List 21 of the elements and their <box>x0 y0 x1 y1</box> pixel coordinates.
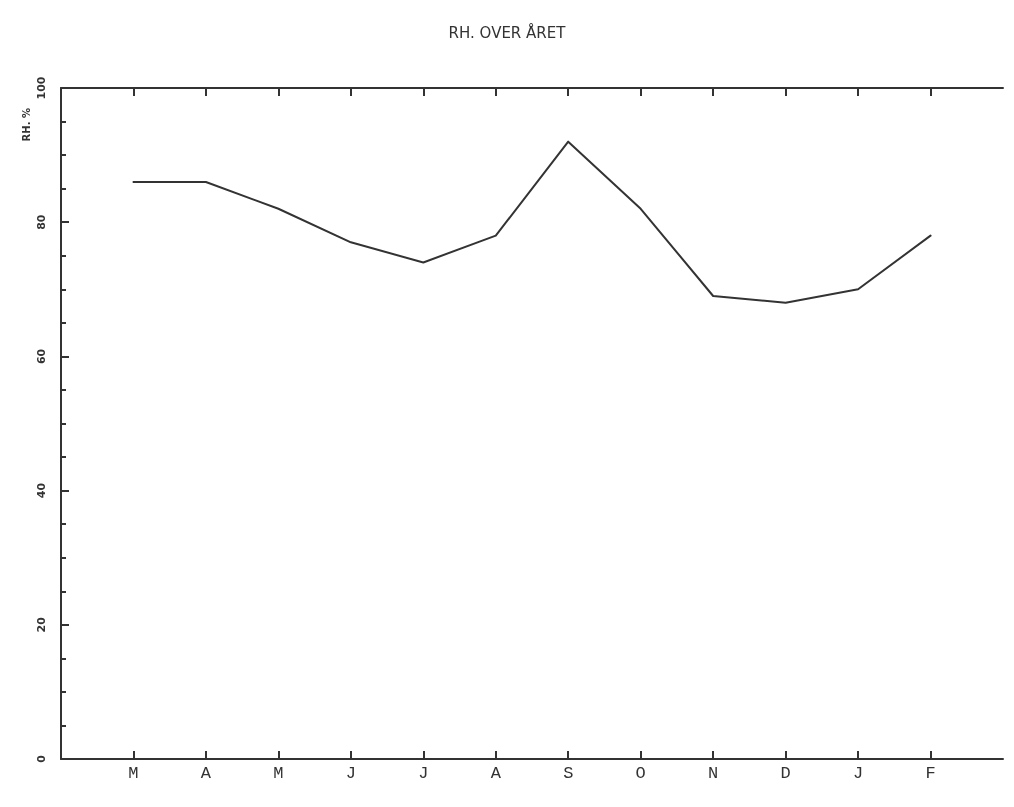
y-tick-label: 60 <box>35 348 48 365</box>
x-tick-label: J <box>345 764 356 783</box>
x-tick-label: S <box>563 764 574 783</box>
x-tick-label: M <box>128 764 139 783</box>
x-tick-label: F <box>925 764 936 783</box>
x-tick-label: A <box>490 764 502 783</box>
x-tick-label: D <box>780 764 791 783</box>
x-tick-label: O <box>635 764 646 783</box>
x-tick-label: J <box>418 764 429 783</box>
x-tick-label: M <box>273 764 284 783</box>
y-tick-label: 80 <box>35 214 48 230</box>
line-series <box>132 140 932 304</box>
y-tick-label: 0 <box>35 754 48 763</box>
y-tick-label: 40 <box>35 482 48 499</box>
y-tick-label: 100 <box>35 76 48 100</box>
y-tick-label: 20 <box>35 616 48 633</box>
x-tick-label: A <box>200 764 212 783</box>
y-axis-title: RH. % <box>20 108 32 142</box>
x-tick-label: N <box>708 764 719 783</box>
x-tick-label: J <box>852 764 864 783</box>
chart-title: RH. OVER ÅRET <box>448 22 567 42</box>
